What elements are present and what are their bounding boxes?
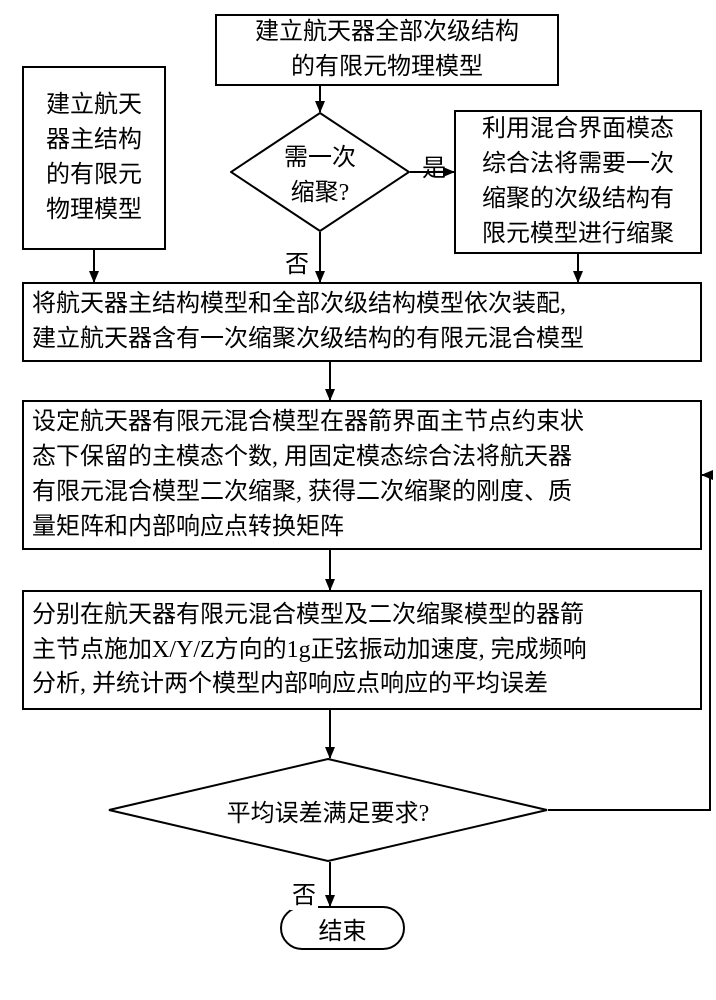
node-main-struct: 建立航天器主结构的有限元物理模型: [22, 66, 166, 250]
decision-condensation-text: 需一次缩聚?: [284, 137, 356, 207]
node-apply-load-text: 分别在航天器有限元混合模型及二次缩聚模型的器箭主节点施加X/Y/Z方向的1g正弦…: [32, 598, 587, 702]
node-all-substructures: 建立航天器全部次级结构的有限元物理模型: [215, 14, 559, 86]
node-assemble-text: 将航天器主结构模型和全部次级结构模型依次装配,建立航天器含有一次缩聚次级结构的有…: [32, 287, 584, 357]
decision-condensation: 需一次缩聚?: [230, 112, 410, 232]
node-end-text: 结束: [319, 911, 367, 946]
node-all-substructures-text: 建立航天器全部次级结构的有限元物理模型: [255, 15, 519, 85]
node-end: 结束: [280, 906, 405, 950]
decision-error-text: 平均误差满足要求?: [227, 793, 430, 828]
node-apply-load: 分别在航天器有限元混合模型及二次缩聚模型的器箭主节点施加X/Y/Z方向的1g正弦…: [22, 590, 702, 710]
node-main-struct-text: 建立航天器主结构的有限元物理模型: [46, 88, 142, 227]
edge-label-yes-2: 否: [290, 875, 318, 910]
edge-label-no-1: 否: [283, 244, 311, 279]
decision-error: 平均误差满足要求?: [108, 758, 548, 862]
node-set-mode-text: 设定航天器有限元混合模型在器箭界面主节点约束状态下保留的主模态个数, 用固定模态…: [32, 405, 584, 544]
node-set-mode: 设定航天器有限元混合模型在器箭界面主节点约束状态下保留的主模态个数, 用固定模态…: [22, 400, 702, 550]
node-assemble: 将航天器主结构模型和全部次级结构模型依次装配,建立航天器含有一次缩聚次级结构的有…: [22, 282, 702, 362]
node-mixed-method: 利用混合界面模态综合法将需要一次缩聚的次级结构有限元模型进行缩聚: [454, 110, 702, 254]
edge-label-yes-1: 是: [420, 148, 448, 183]
node-mixed-method-text: 利用混合界面模态综合法将需要一次缩聚的次级结构有限元模型进行缩聚: [482, 112, 674, 251]
